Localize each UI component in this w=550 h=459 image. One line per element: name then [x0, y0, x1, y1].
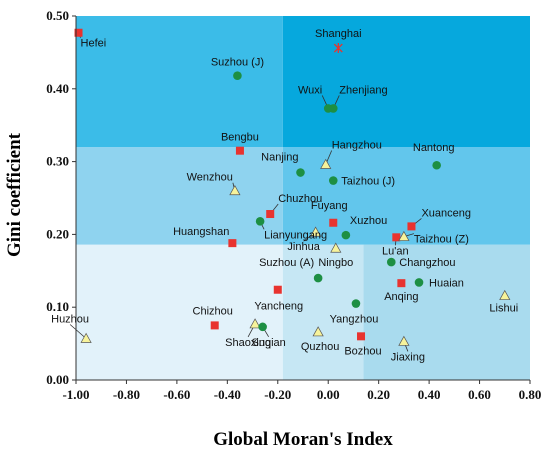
y-tick-label: 0.20 — [46, 226, 69, 241]
point-hangzhou — [320, 158, 332, 169]
point-label-anqing: Anqing — [384, 291, 418, 303]
x-tick-label: -1.00 — [62, 387, 89, 402]
point-label-suzhou-j: Suzhou (J) — [211, 57, 264, 69]
x-tick-label: 0.00 — [317, 387, 340, 402]
point-shaoxing — [249, 318, 261, 329]
zone-4 — [76, 147, 283, 245]
point-xuzhou — [341, 230, 351, 240]
x-tick-label: 0.80 — [519, 387, 542, 402]
point-zhenjiang — [328, 104, 338, 113]
point-label-yangzhou: Yangzhou — [330, 314, 379, 326]
zone-7 — [282, 16, 530, 148]
x-tick-label: -0.60 — [163, 387, 190, 402]
point-label-jiaxing: Jiaxing — [391, 351, 425, 363]
zone-3 — [363, 244, 530, 380]
point-label-quzhou: Quzhou — [301, 341, 340, 353]
point-huaian — [414, 278, 424, 287]
point-yangzhou — [351, 299, 361, 308]
point-label-huzhou: Huzhou — [51, 314, 89, 326]
point-label-lishui: Lishui — [489, 303, 518, 315]
point-label-suqian: Suqian — [252, 337, 286, 349]
point-label-shanghai: Shanghai — [315, 28, 362, 40]
point-huzhou — [80, 332, 92, 343]
zone-6 — [76, 16, 283, 148]
point-jinhua — [310, 226, 322, 237]
point-huangshan — [228, 239, 237, 248]
point-jiaxing — [398, 335, 410, 346]
y-tick-label: 0.50 — [46, 8, 69, 23]
point-lishui — [499, 289, 511, 300]
point-label-ningbo: Ningbo — [318, 257, 353, 269]
point-label-nantong: Nantong — [413, 142, 455, 154]
zone-1 — [76, 244, 283, 380]
point-nanjing — [296, 168, 305, 177]
point-lu-an — [392, 233, 401, 242]
point-label-hefei: Hefei — [81, 38, 107, 50]
point-wenzhou — [229, 184, 241, 196]
point-label-chizhou: Chizhou — [193, 305, 233, 317]
x-axis-title: Global Moran's Index — [213, 429, 393, 450]
point-hefei — [74, 28, 83, 37]
point-chuzhou — [266, 210, 275, 219]
point-taizhou-j — [328, 176, 338, 185]
point-anqing — [397, 279, 406, 288]
point-label-zhenjiang: Zhenjiang — [339, 84, 387, 96]
point-label-bengbu: Bengbu — [221, 132, 259, 144]
point-bengbu — [235, 146, 244, 155]
point-label-wuxi: Wuxi — [298, 84, 322, 96]
point-ningbo — [330, 242, 342, 253]
point-label-wenzhou: Wenzhou — [187, 172, 233, 184]
point-yancheng — [273, 285, 282, 294]
point-label-suzhou-a: Suzhou (A) — [259, 257, 314, 269]
zone-2 — [282, 244, 364, 380]
x-tick-label: 0.40 — [418, 387, 441, 402]
x-tick-label: -0.40 — [214, 387, 241, 402]
point-label-taizhou-j: Taizhou (J) — [341, 176, 395, 188]
point-label-huangshan: Huangshan — [173, 226, 229, 238]
point-label-lianyungang: Lianyungang — [264, 229, 327, 241]
x-tick-label: 0.60 — [468, 387, 491, 402]
x-tick-label: -0.80 — [113, 387, 140, 402]
point-xuanceng — [407, 222, 416, 231]
point-label-huaian: Huaian — [429, 277, 464, 289]
point-chizhou — [210, 321, 219, 330]
point-nantong — [432, 160, 441, 170]
point-label-yancheng: Yancheng — [254, 301, 303, 313]
point-label-shaoxing: Shaoxing — [225, 337, 271, 349]
x-tick-label: 0.20 — [367, 387, 390, 402]
y-tick-label: 0.40 — [46, 81, 69, 96]
y-tick-label: 0.00 — [46, 372, 69, 387]
point-label-lu-an: Lu'an — [382, 245, 409, 257]
point-label-taizhou-z: Taizhou (Z) — [414, 234, 469, 246]
point-fuyang — [329, 218, 338, 227]
point-label-nanjing: Nanjing — [261, 152, 298, 164]
point-label-changzhou: Changzhou — [399, 257, 455, 269]
y-tick-label: 0.30 — [46, 154, 69, 169]
point-suzhou-j — [233, 71, 242, 80]
point-quzhou — [312, 326, 324, 337]
point-label-xuanceng: Xuanceng — [421, 207, 471, 219]
point-label-chuzhou: Chuzhou — [278, 193, 322, 205]
x-tick-label: -0.20 — [264, 387, 291, 402]
point-bozhou — [357, 332, 366, 341]
point-lianyungang — [255, 216, 265, 226]
y-tick-label: 0.10 — [46, 299, 69, 314]
point-label-jinhua: Jinhua — [287, 241, 320, 253]
point-label-xuzhou: Xuzhou — [350, 215, 387, 227]
leader-line-huzhou — [69, 324, 87, 339]
y-axis-title: Gini coefficient — [4, 132, 25, 257]
point-changzhou — [386, 257, 396, 267]
point-shanghai — [333, 43, 343, 54]
point-suqian — [258, 322, 267, 332]
point-label-hangzhou: Hangzhou — [332, 140, 382, 152]
point-label-bozhou: Bozhou — [344, 345, 381, 357]
point-suzhou-a — [313, 273, 323, 283]
point-label-fuyang: Fuyang — [311, 200, 348, 212]
point-taizhou-z — [398, 230, 410, 241]
